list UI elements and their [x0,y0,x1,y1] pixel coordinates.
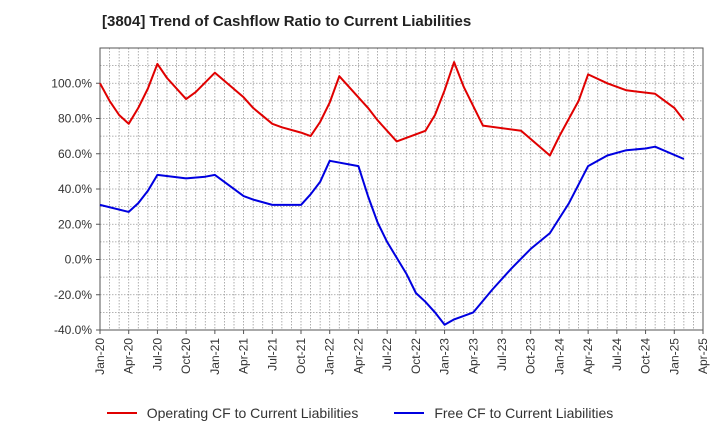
y-tick-label: 0.0% [65,253,93,267]
x-tick-label: Oct-24 [639,338,653,374]
x-tick-label: Oct-20 [179,338,193,374]
x-tick-label: Apr-20 [122,338,136,374]
x-tick-label: Jan-20 [93,338,107,375]
legend-swatch-operating-cf [106,412,137,414]
y-tick-label: 80.0% [58,112,92,126]
legend-swatch-free-cf [394,412,425,414]
x-tick-label: Jan-21 [208,338,222,375]
series-line-free-cf [99,145,685,326]
x-tick-label: Apr-23 [466,338,480,374]
legend-label-operating-cf: Operating CF to Current Liabilities [146,405,359,421]
x-tick-label: Jul-24 [610,338,624,371]
x-tick-label: Oct-21 [294,338,308,374]
x-tick-label: Apr-24 [581,338,595,374]
x-tick-label: Jul-22 [380,338,394,371]
legend-item-free-cf: Free CF to Current Liabilities [394,405,613,421]
legend-label-free-cf: Free CF to Current Liabilities [434,405,614,421]
chart-title: [3804] Trend of Cashflow Ratio to Curren… [102,13,472,30]
legend: Operating CF to Current Liabilities Free… [0,405,720,421]
y-tick-label: 60.0% [58,147,92,161]
x-tick-label: Jan-22 [323,338,337,375]
x-tick-label: Jul-23 [495,338,509,371]
y-tick-label: -20.0% [54,288,92,302]
series-lines [99,61,685,326]
x-tick-label: Apr-22 [351,338,365,374]
legend-item-operating-cf: Operating CF to Current Liabilities [106,405,359,421]
x-axis-ticks: Jan-20 Apr-20 Jul-20 Oct-20 Jan-21 Apr-21 Jul-… [93,330,710,375]
y-axis-ticks: -40.0% -20.0% 0.0% 20.0% 40.0% 60.0% 80.0% 100.… [51,76,100,337]
y-tick-label: -40.0% [54,323,92,337]
grid [100,48,703,330]
y-tick-label: 40.0% [58,182,92,196]
x-tick-label: Oct-22 [409,338,423,374]
x-tick-label: Jan-23 [438,338,452,375]
x-tick-label: Jul-20 [150,338,164,371]
x-tick-label: Oct-23 [524,338,538,374]
x-tick-label: Jul-21 [265,338,279,371]
series-line-operating-cf [99,61,685,157]
x-tick-label: Jan-24 [552,338,566,375]
y-tick-label: 20.0% [58,217,92,231]
x-tick-label: Apr-21 [237,338,251,374]
x-tick-label: Jan-25 [667,338,681,375]
x-tick-label: Apr-25 [696,338,710,374]
y-tick-label: 100.0% [51,76,92,90]
